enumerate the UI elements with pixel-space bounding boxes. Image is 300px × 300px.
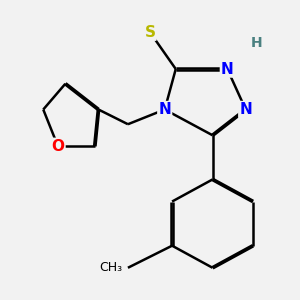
Text: N: N [239, 102, 252, 117]
Text: O: O [52, 139, 64, 154]
Text: N: N [158, 102, 171, 117]
Text: CH₃: CH₃ [99, 261, 122, 274]
Text: S: S [145, 25, 155, 40]
Text: H: H [251, 36, 262, 50]
Text: N: N [221, 61, 234, 76]
